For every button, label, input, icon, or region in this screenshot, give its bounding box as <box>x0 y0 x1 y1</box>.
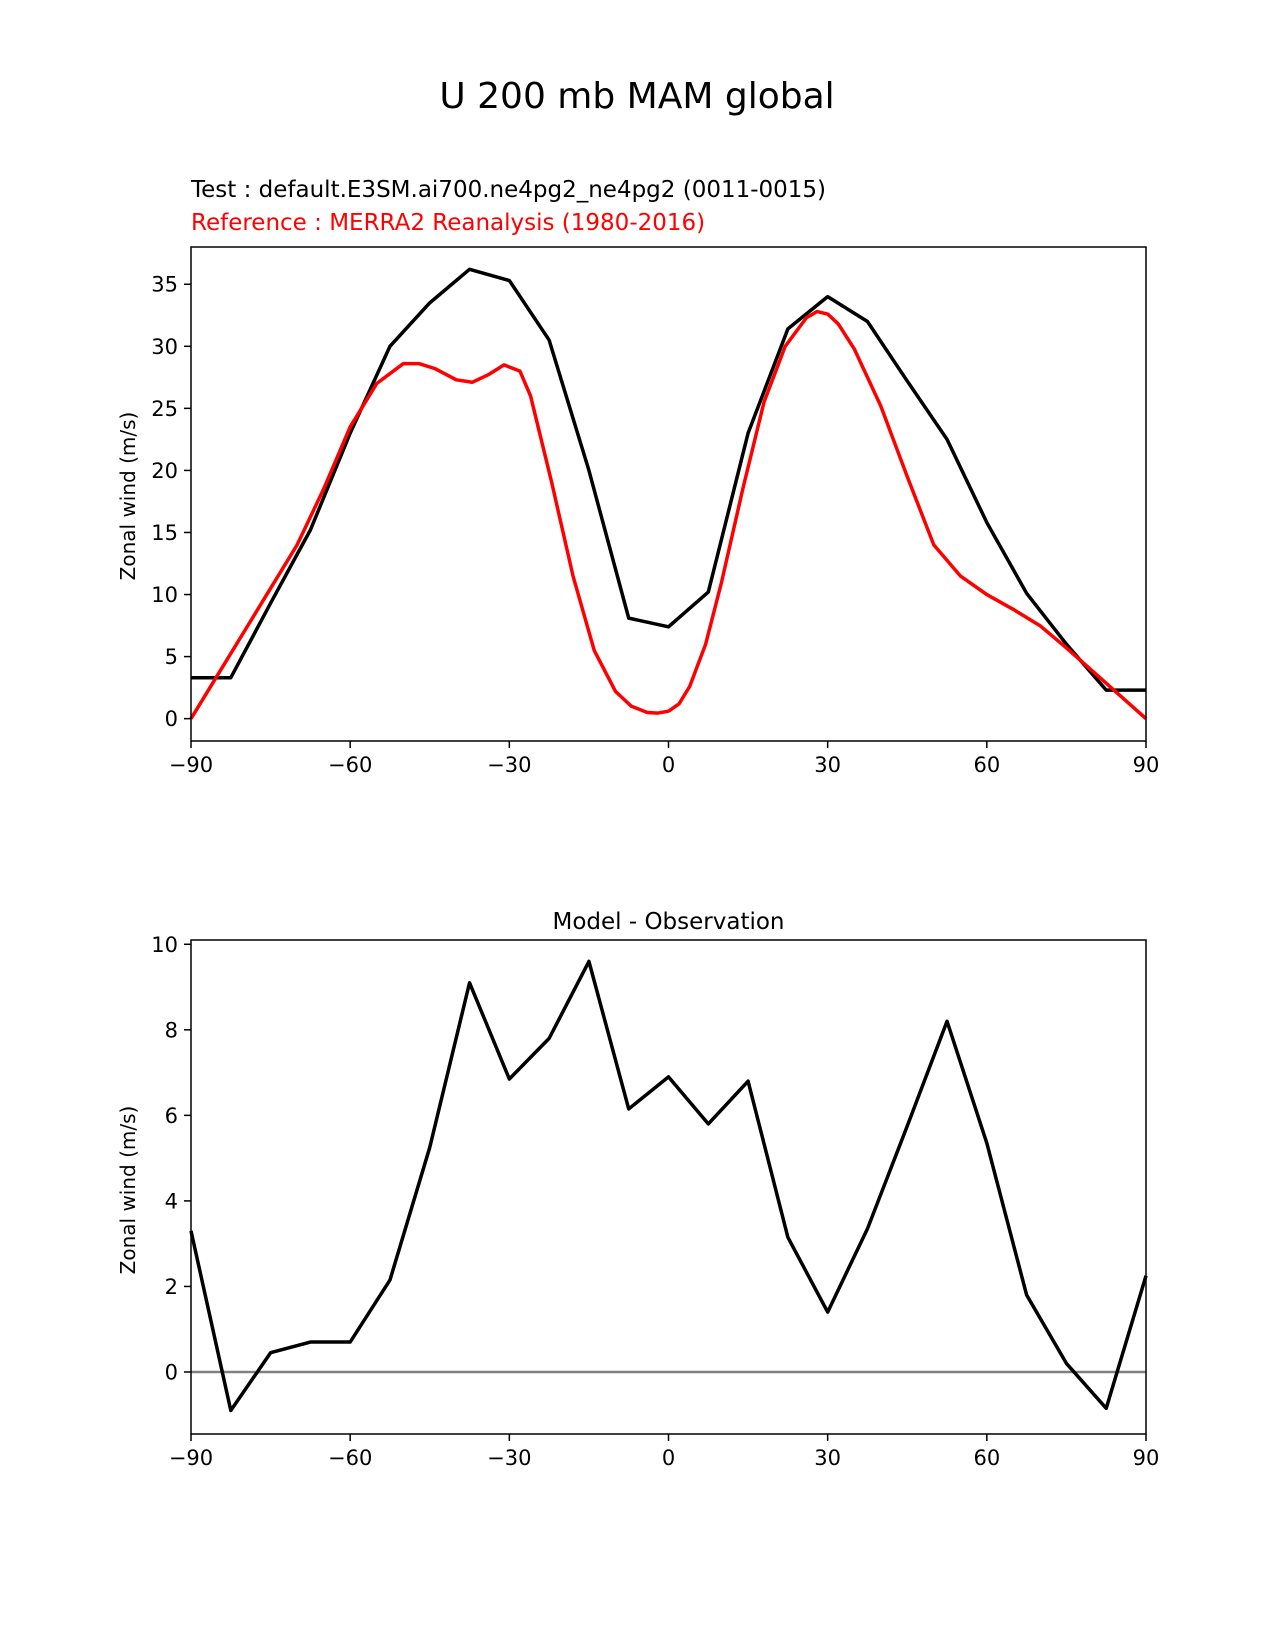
y-tick-label: 5 <box>165 645 178 669</box>
x-tick-label: 60 <box>973 1446 1000 1470</box>
x-tick-label: −60 <box>328 753 372 777</box>
x-tick-label: 60 <box>973 753 1000 777</box>
test-series-line <box>191 267 1146 692</box>
y-tick-label: 4 <box>165 1189 178 1213</box>
difference-panel-title: Model - Observation <box>552 909 784 935</box>
y-tick-label: 0 <box>165 1360 178 1384</box>
y-tick-label: 30 <box>151 335 178 359</box>
y-tick-label: 35 <box>151 273 178 297</box>
test-label: Test : default.E3SM.ai700.ne4pg2_ne4pg2 … <box>190 177 826 203</box>
x-tick-label: −90 <box>169 1446 213 1470</box>
y-tick-label: 10 <box>151 933 178 957</box>
y-tick-label: 20 <box>151 459 178 483</box>
x-tick-label: −30 <box>487 753 531 777</box>
top-ylabel: Zonal wind (m/s) <box>116 412 140 581</box>
x-tick-label: 90 <box>1133 753 1160 777</box>
y-tick-label: 2 <box>165 1275 178 1299</box>
reference-series-line <box>189 309 1148 720</box>
bottom-ylabel: Zonal wind (m/s) <box>116 1106 140 1275</box>
y-tick-label: 15 <box>151 521 178 545</box>
y-tick-label: 8 <box>165 1018 178 1042</box>
x-tick-label: 90 <box>1133 1446 1160 1470</box>
model-observation-series-line <box>189 959 1148 1413</box>
y-tick-label: 6 <box>165 1104 178 1128</box>
x-tick-label: −60 <box>328 1446 372 1470</box>
y-tick-label: 10 <box>151 583 178 607</box>
figure-title: U 200 mb MAM global <box>439 76 834 117</box>
x-tick-label: −30 <box>487 1446 531 1470</box>
y-tick-label: 25 <box>151 397 178 421</box>
x-tick-label: 0 <box>662 1446 675 1470</box>
x-tick-label: 30 <box>814 753 841 777</box>
x-tick-label: 0 <box>662 753 675 777</box>
x-tick-label: 30 <box>814 1446 841 1470</box>
bottom-panel: −90 −60 −30 0 30 60 90 0 2 4 6 8 10 <box>151 933 1159 1470</box>
y-tick-label: 0 <box>165 707 178 731</box>
top-panel: −90 −60 −30 0 30 60 90 0 5 10 15 20 25 30 35 <box>151 246 1160 777</box>
x-tick-label: −90 <box>169 753 213 777</box>
reference-label: Reference : MERRA2 Reanalysis (1980-2016… <box>191 210 705 236</box>
